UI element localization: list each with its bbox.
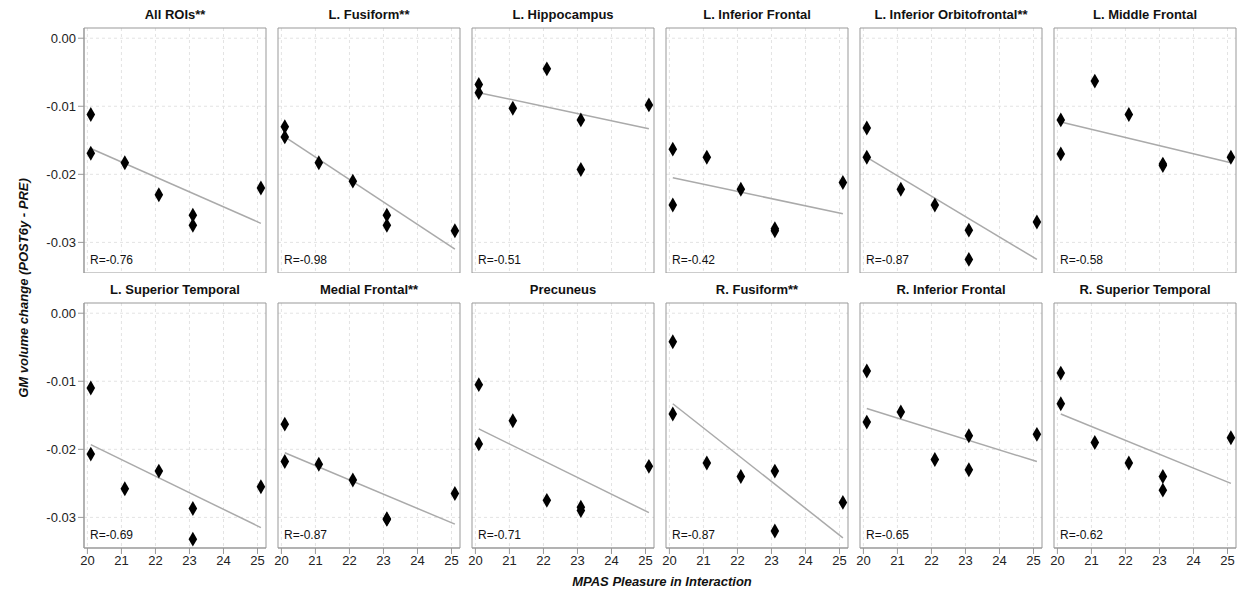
html-text:R. Fusiform**: R. Fusiform**	[715, 282, 799, 297]
svg-text:25: 25	[444, 553, 458, 568]
svg-text:20: 20	[1050, 553, 1064, 568]
html-text:R=-0.98: R=-0.98	[284, 253, 327, 267]
svg-text:25: 25	[638, 553, 652, 568]
svg-text:-0.01: -0.01	[46, 374, 76, 389]
html-text:MPAS Pleasure in Interaction: MPAS Pleasure in Interaction	[572, 574, 752, 589]
svg-text:21: 21	[502, 553, 516, 568]
html-text:L. Inferior Frontal: L. Inferior Frontal	[703, 7, 811, 22]
html-text:R=-0.76: R=-0.76	[90, 253, 133, 267]
html-text:Medial Frontal**: Medial Frontal**	[319, 282, 419, 297]
html-text:R=-0.87: R=-0.87	[672, 528, 715, 542]
svg-text:0.00: 0.00	[51, 31, 76, 46]
svg-text:23: 23	[182, 553, 196, 568]
html-text:L. Inferior Orbitofrontal**: L. Inferior Orbitofrontal**	[874, 7, 1028, 22]
svg-text:24: 24	[216, 553, 230, 568]
svg-text:24: 24	[410, 553, 424, 568]
svg-text:23: 23	[570, 553, 584, 568]
svg-text:-0.01: -0.01	[46, 99, 76, 114]
html-text:R=-0.87: R=-0.87	[284, 528, 327, 542]
svg-text:24: 24	[1186, 553, 1200, 568]
svg-text:23: 23	[958, 553, 972, 568]
svg-text:24: 24	[798, 553, 812, 568]
svg-text:20: 20	[856, 553, 870, 568]
svg-text:21: 21	[890, 553, 904, 568]
svg-text:22: 22	[536, 553, 550, 568]
svg-text:23: 23	[376, 553, 390, 568]
html-text:R=-0.71: R=-0.71	[478, 528, 521, 542]
svg-text:22: 22	[342, 553, 356, 568]
html-text:R. Superior Temporal: R. Superior Temporal	[1079, 282, 1211, 297]
svg-text:20: 20	[662, 553, 676, 568]
svg-text:21: 21	[696, 553, 710, 568]
html-text:L. Hippocampus: L. Hippocampus	[512, 7, 614, 22]
html-text:Precuneus: Precuneus	[529, 282, 597, 297]
svg-text:-0.03: -0.03	[46, 235, 76, 250]
html-text:L. Superior Temporal: L. Superior Temporal	[110, 282, 240, 297]
svg-text:0.00: 0.00	[51, 306, 76, 321]
svg-text:20: 20	[274, 553, 288, 568]
svg-text:22: 22	[1118, 553, 1132, 568]
svg-text:-0.02: -0.02	[46, 167, 76, 182]
svg-text:24: 24	[992, 553, 1006, 568]
svg-text:21: 21	[308, 553, 322, 568]
svg-text:25: 25	[832, 553, 846, 568]
html-text:L. Fusiform**: L. Fusiform**	[328, 7, 410, 22]
html-text:R. Inferior Frontal: R. Inferior Frontal	[896, 282, 1006, 297]
svg-text:22: 22	[924, 553, 938, 568]
svg-text:23: 23	[1152, 553, 1166, 568]
svg-text:21: 21	[1084, 553, 1098, 568]
svg-text:22: 22	[730, 553, 744, 568]
svg-text:-0.03: -0.03	[46, 510, 76, 525]
svg-text:21: 21	[114, 553, 128, 568]
html-text:R=-0.69: R=-0.69	[90, 528, 133, 542]
html-text:R=-0.51: R=-0.51	[478, 253, 521, 267]
html-text:All ROIs**: All ROIs**	[144, 7, 206, 22]
svg-text:25: 25	[250, 553, 264, 568]
svg-text:24: 24	[604, 553, 618, 568]
svg-text:25: 25	[1026, 553, 1040, 568]
svg-text:20: 20	[80, 553, 94, 568]
html-text:L. Middle Frontal: L. Middle Frontal	[1093, 7, 1197, 22]
svg-text:20: 20	[468, 553, 482, 568]
svg-text:25: 25	[1220, 553, 1234, 568]
svg-text:-0.02: -0.02	[46, 442, 76, 457]
html-text:GM volume change (POST6y - PRE: GM volume change (POST6y - PRE)	[15, 178, 31, 398]
html-text:R=-0.58: R=-0.58	[1060, 253, 1103, 267]
svg-text:23: 23	[764, 553, 778, 568]
svg-text:22: 22	[148, 553, 162, 568]
html-text:R=-0.62: R=-0.62	[1060, 528, 1103, 542]
html-text:R=-0.87: R=-0.87	[866, 253, 909, 267]
html-text:R=-0.65: R=-0.65	[866, 528, 909, 542]
html-text:R=-0.42: R=-0.42	[672, 253, 715, 267]
